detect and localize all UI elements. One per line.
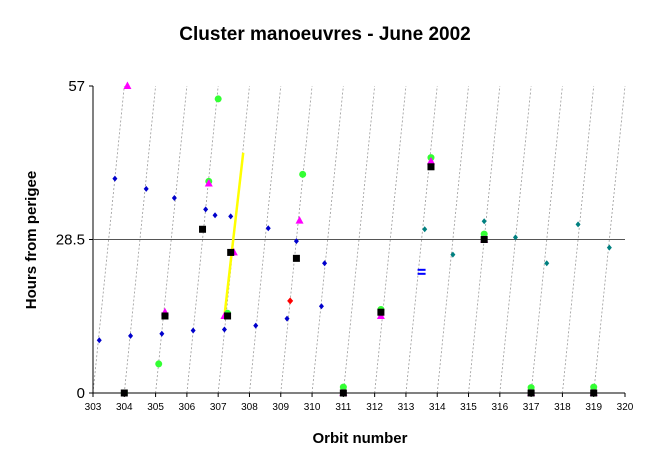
green-circle-point	[527, 384, 535, 392]
green-circle-point	[299, 170, 307, 178]
teal-diamond-point	[481, 218, 487, 225]
diagonal-guide-line	[217, 85, 250, 394]
x-tick-label: 312	[366, 402, 383, 413]
x-tick-label: 316	[491, 402, 508, 413]
diagonal-guides	[92, 85, 626, 394]
axes	[92, 86, 625, 394]
y-ticks: 0 28.5 57	[56, 78, 93, 402]
diagonal-guide-line	[468, 85, 501, 394]
x-tick-label: 317	[523, 402, 540, 413]
diagonal-guide-line	[530, 85, 563, 394]
navy-diamond-point	[171, 195, 177, 202]
x-tick-label: 306	[179, 402, 196, 413]
teal-diamond-point	[575, 221, 581, 228]
navy-diamond-point	[318, 303, 324, 310]
diagonal-guide-line	[436, 85, 469, 394]
diagonal-guide-line	[123, 85, 156, 394]
black-square-point	[480, 236, 488, 243]
x-tick-label: 309	[272, 402, 289, 413]
blue-bar-point	[417, 268, 426, 271]
x-tick-label: 315	[460, 402, 477, 413]
navy-diamond-point	[190, 327, 196, 334]
navy-diamond-point	[293, 238, 299, 245]
x-tick-label: 311	[335, 402, 351, 413]
black-square-point	[590, 389, 598, 397]
diagonal-guide-line	[405, 85, 438, 394]
teal-diamond-point	[512, 234, 518, 241]
chart-title: Cluster manoeuvres - June 2002	[179, 24, 470, 45]
green-circle-point	[590, 383, 598, 391]
black-square-point	[161, 312, 169, 320]
y-tick-label: 0	[77, 385, 85, 402]
navy-diamond-point	[284, 315, 290, 322]
teal-diamond-point	[544, 260, 550, 267]
black-square-point	[227, 248, 235, 256]
y-tick-label: 57	[68, 78, 85, 95]
navy-diamond-point	[143, 185, 149, 192]
x-tick-label: 318	[554, 402, 571, 413]
black-square-point	[199, 225, 207, 233]
teal-diamond-point	[450, 251, 456, 258]
navy-diamond-point	[203, 206, 209, 213]
navy-diamond-point	[253, 322, 259, 329]
x-tick-label: 310	[304, 402, 321, 413]
x-ticks: 303 304 305 306 307 308 309 310 311 312 313 314 315 3…	[85, 393, 634, 413]
y-axis-label: Hours from perigee	[23, 171, 40, 309]
diagonal-guide-line	[186, 85, 219, 394]
black-square-point	[527, 389, 535, 397]
x-tick-label: 308	[241, 402, 258, 413]
navy-diamond-point	[322, 260, 328, 267]
yellow-line-segment	[223, 152, 245, 317]
x-tick-label: 307	[210, 402, 227, 413]
black-square-point	[427, 163, 435, 171]
teal-diamond-point	[422, 226, 428, 233]
black-square-point	[377, 308, 385, 316]
diagonal-guide-line	[593, 85, 626, 394]
blue-bar-point	[417, 272, 426, 275]
x-tick-label: 303	[85, 402, 102, 413]
green-circle-point	[480, 230, 488, 238]
x-tick-label: 319	[585, 402, 602, 413]
teal-diamond-point	[606, 244, 612, 251]
navy-diamond-point	[128, 332, 134, 339]
magenta-triangle-point	[295, 216, 304, 224]
diagonal-guide-line	[249, 85, 282, 394]
black-square-point	[120, 389, 128, 397]
diagonal-guide-line	[499, 85, 532, 394]
navy-diamond-point	[221, 326, 227, 333]
navy-diamond-point	[112, 175, 118, 182]
green-circle-point	[155, 360, 163, 368]
black-square-point	[292, 254, 300, 262]
diagonal-guide-line	[280, 85, 313, 394]
diagonal-guide-line	[342, 85, 376, 394]
black-square-point	[339, 389, 347, 397]
navy-diamond-point	[159, 330, 165, 337]
red-diamond-point	[287, 297, 294, 305]
diagonal-guide-line	[92, 85, 125, 394]
diagonal-guide-line	[155, 85, 188, 394]
navy-diamond-point	[212, 212, 218, 219]
x-tick-label: 320	[617, 402, 634, 413]
navy-diamond-point	[96, 337, 102, 344]
x-tick-label: 305	[147, 402, 164, 413]
y-tick-label: 28.5	[56, 232, 85, 249]
navy-diamond-point	[228, 213, 234, 220]
x-tick-label: 314	[429, 402, 446, 413]
diagonal-guide-line	[374, 85, 407, 394]
x-tick-label: 304	[116, 402, 133, 413]
green-circle-point	[339, 383, 347, 391]
diagonal-guide-line	[562, 85, 595, 394]
black-square-point	[224, 312, 232, 320]
x-axis-label: Orbit number	[312, 430, 407, 447]
green-circle-point	[214, 95, 222, 103]
x-tick-label: 313	[398, 402, 415, 413]
magenta-triangle-point	[426, 156, 435, 165]
magenta-triangle-point	[204, 178, 213, 187]
diagonal-guide-line	[311, 85, 344, 394]
data-marks	[96, 81, 612, 397]
navy-diamond-point	[265, 225, 271, 232]
magenta-triangle-point	[123, 81, 132, 89]
